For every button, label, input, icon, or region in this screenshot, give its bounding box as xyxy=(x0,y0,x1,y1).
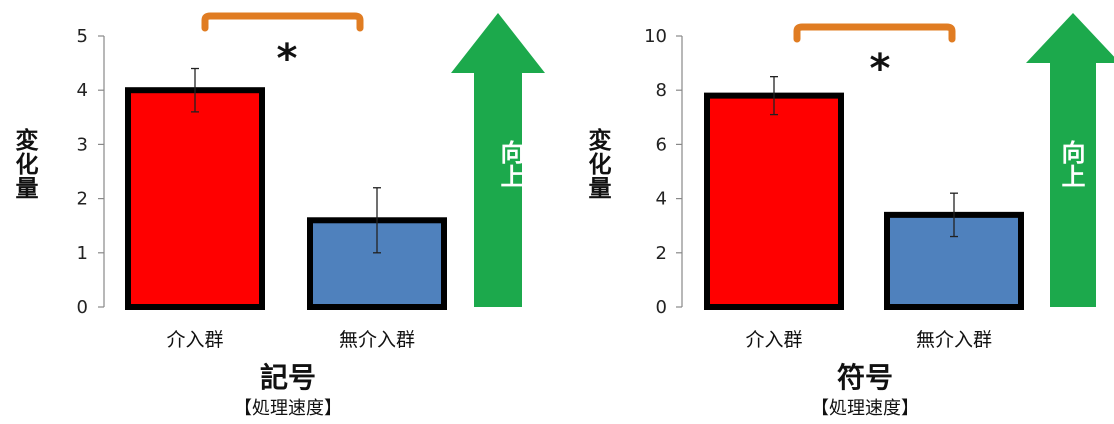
y-tick-label: 6 xyxy=(656,134,667,155)
y-tick-label: 1 xyxy=(77,243,88,264)
category-label: 無介入群 xyxy=(339,329,415,351)
chart-panel-kigou: 0 1 2 3 4 5 介入群 無介入群 * 変化量 向上 記号 【処理速度】 xyxy=(11,12,545,419)
y-tick-label: 10 xyxy=(644,26,667,47)
category-label: 無介入群 xyxy=(916,329,992,351)
significance-bracket xyxy=(793,23,956,43)
category-label: 介入群 xyxy=(166,329,223,351)
y-tick-label: 0 xyxy=(656,297,667,318)
chart-title: 記号 xyxy=(259,361,316,394)
y-tick-label: 2 xyxy=(656,243,667,264)
category-label: 介入群 xyxy=(745,329,802,351)
y-axis-label: 変化量 xyxy=(584,128,610,200)
bar-intervention xyxy=(704,92,844,311)
significance-marker: * xyxy=(277,36,298,82)
y-tick-label: 3 xyxy=(77,134,88,155)
up-arrow-icon xyxy=(1026,13,1114,307)
y-tick-label: 8 xyxy=(656,80,667,101)
y-tick-label: 0 xyxy=(77,297,88,318)
y-axis-label: 変化量 xyxy=(11,128,37,200)
chart-subtitle: 【処理速度】 xyxy=(234,398,342,419)
chart-kigou: 0 1 2 3 4 5 介入群 無介入群 * xyxy=(77,12,545,351)
significance-marker: * xyxy=(870,46,891,92)
y-tick-label: 4 xyxy=(77,80,88,101)
chart-fugou: 0 2 4 6 8 10 介入群 無介入群 * xyxy=(644,13,1114,351)
significance-bracket xyxy=(201,12,364,32)
arrow-label: 向上 xyxy=(496,140,524,188)
chart-title: 符号 xyxy=(836,361,893,394)
up-arrow-icon xyxy=(451,13,545,307)
chart-subtitle: 【処理速度】 xyxy=(811,398,919,419)
arrow-label: 向上 xyxy=(1057,140,1085,188)
y-tick-label: 5 xyxy=(77,26,88,47)
y-tick-label: 2 xyxy=(77,189,88,210)
chart-panel-fugou: 0 2 4 6 8 10 介入群 無介入群 * 変化量 向上 符号 【処理速度】 xyxy=(557,0,1114,424)
bar-intervention xyxy=(125,87,265,310)
y-tick-label: 4 xyxy=(656,189,667,210)
